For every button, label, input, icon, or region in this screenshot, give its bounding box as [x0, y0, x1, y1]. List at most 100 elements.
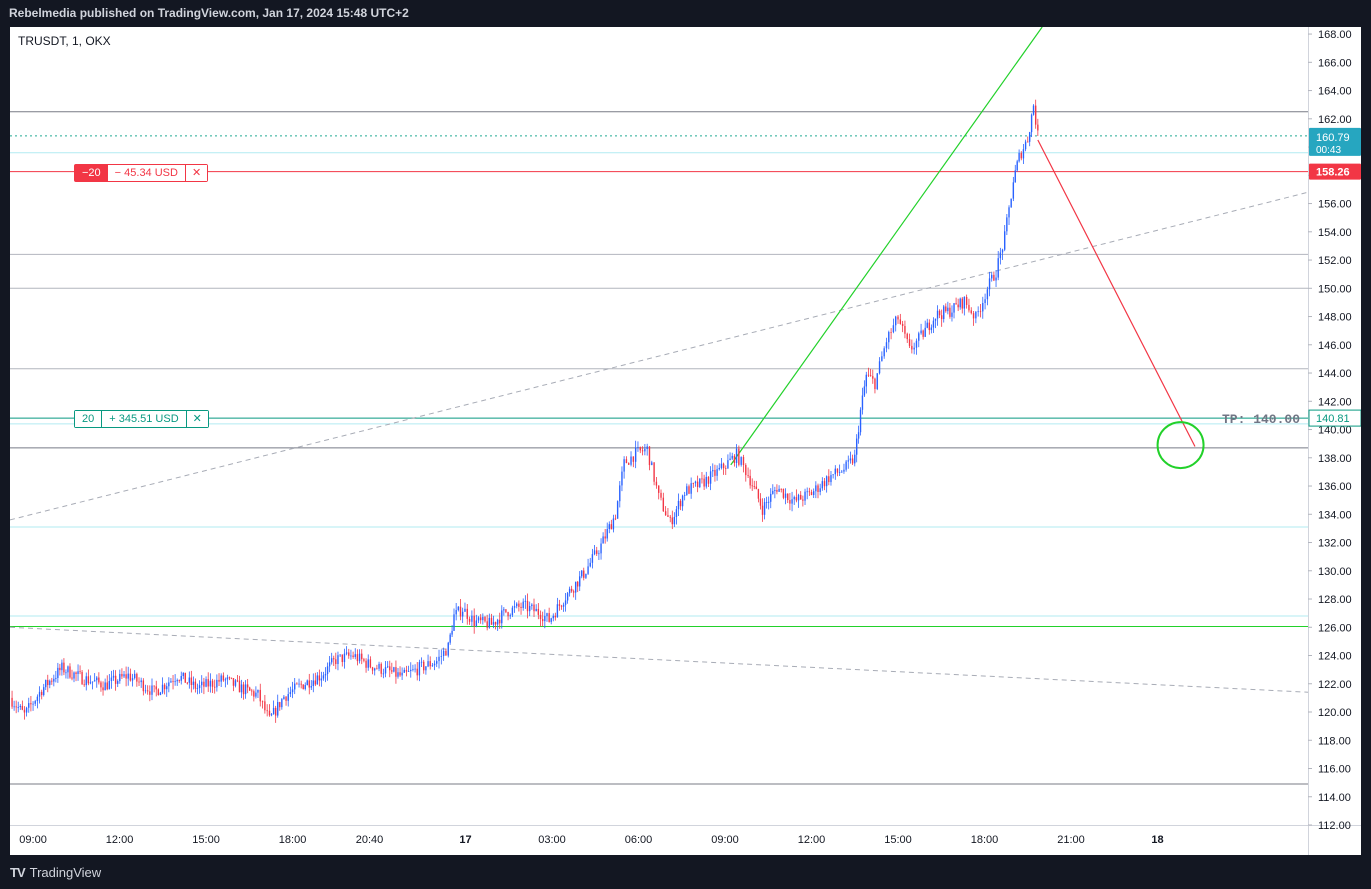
candle-body	[593, 550, 596, 555]
candle-body	[230, 677, 233, 679]
candle-body	[686, 486, 688, 495]
candle-body	[117, 681, 119, 684]
candle-body	[516, 603, 518, 607]
x-tick-label: 18:00	[279, 834, 307, 846]
candle-body	[220, 675, 222, 682]
candle-body	[304, 685, 306, 689]
candle-body	[345, 652, 348, 654]
y-tick-label: 138.00	[1318, 453, 1352, 465]
candle-body	[367, 659, 369, 668]
candle-body	[539, 614, 542, 620]
y-tick-label: 116.00	[1318, 764, 1351, 776]
order-pnl: + 345.51 USD	[102, 411, 186, 428]
candle-body	[1014, 170, 1016, 183]
candle-body	[845, 461, 847, 470]
candle-body	[259, 689, 261, 702]
y-tick-label: 154.00	[1318, 227, 1352, 239]
close-order-icon[interactable]: ✕	[185, 411, 208, 428]
candle-body	[863, 386, 866, 396]
close-order-icon[interactable]: ✕	[184, 164, 208, 181]
chart-area[interactable]: 112.00 114.00 116.00 118.00 120.00 122.00 124.…	[10, 27, 1361, 855]
candle-body	[211, 680, 214, 687]
candle-body	[872, 376, 874, 379]
candle-body	[190, 677, 193, 685]
candle-body	[226, 677, 229, 680]
candle-body	[410, 669, 412, 672]
candle-body	[906, 333, 908, 340]
candle-body	[89, 682, 92, 684]
candle-body	[874, 378, 876, 390]
candle-body	[574, 581, 577, 593]
candle-body	[513, 606, 516, 608]
candle-body	[32, 703, 34, 705]
candle-body	[1012, 182, 1015, 199]
candle-body	[380, 663, 382, 674]
candle-body	[343, 653, 346, 663]
candle-body	[520, 606, 522, 608]
candle-body	[407, 671, 410, 672]
candle-body	[1022, 149, 1025, 159]
candle-body	[414, 668, 416, 670]
candle-body	[991, 274, 993, 279]
candle-body	[455, 610, 457, 615]
candle-body	[436, 661, 438, 664]
candle-body	[628, 463, 630, 465]
candle-body	[482, 616, 484, 621]
price-chart[interactable]: 112.00 114.00 116.00 118.00 120.00 122.00 124.…	[10, 27, 1361, 855]
candle-body	[281, 699, 283, 708]
candle-body	[759, 498, 762, 506]
candle-body	[352, 655, 354, 657]
candle-body	[742, 457, 745, 466]
candle-body	[431, 665, 434, 667]
candle-body	[61, 662, 63, 671]
order-qty: 20	[75, 411, 103, 428]
candle-body	[729, 458, 731, 461]
candle-body	[692, 483, 695, 484]
x-tick-label: 06:00	[625, 834, 653, 846]
candle-body	[374, 668, 376, 671]
candle-body	[579, 576, 581, 587]
candle-body	[731, 455, 733, 459]
x-tick-label: 18	[1151, 834, 1163, 846]
candle-body	[589, 562, 591, 567]
candle-body	[765, 502, 768, 503]
candle-body	[560, 605, 563, 607]
candle-body	[963, 296, 966, 309]
candle-body	[997, 258, 999, 278]
candle-body	[727, 460, 729, 469]
candle-body	[314, 680, 317, 685]
candle-body	[699, 478, 701, 488]
candle-body	[836, 468, 839, 473]
candle-body	[838, 472, 841, 473]
candle-body	[238, 680, 241, 693]
candle-body	[566, 593, 569, 601]
candle-body	[153, 685, 155, 687]
tradingview-brand[interactable]: TV TradingView	[10, 865, 101, 880]
candle-body	[473, 615, 475, 626]
candle-body	[648, 446, 651, 466]
candle-body	[681, 495, 684, 507]
candle-body	[170, 681, 172, 683]
candle-body	[600, 543, 602, 554]
candle-body	[876, 373, 878, 390]
candle-body	[712, 470, 714, 472]
candle-body	[928, 322, 931, 331]
candle-body	[767, 501, 770, 503]
candle-body	[979, 311, 982, 313]
candle-body	[81, 671, 83, 685]
candle-body	[423, 661, 425, 671]
candle-body	[257, 689, 259, 693]
candle-body	[41, 691, 43, 696]
candle-body	[201, 681, 203, 686]
candle-body	[300, 683, 302, 685]
candle-body	[544, 616, 546, 622]
candle-body	[828, 476, 830, 483]
candle-body	[632, 456, 635, 462]
candle-body	[461, 611, 464, 617]
candle-body	[100, 682, 102, 688]
candle-body	[570, 588, 573, 592]
long-order-tag[interactable]: 20 + 345.51 USD ✕	[74, 410, 209, 429]
short-order-tag[interactable]: −20 − 45.34 USD ✕	[74, 163, 209, 182]
candle-body	[823, 481, 826, 487]
candle-body	[795, 497, 798, 501]
